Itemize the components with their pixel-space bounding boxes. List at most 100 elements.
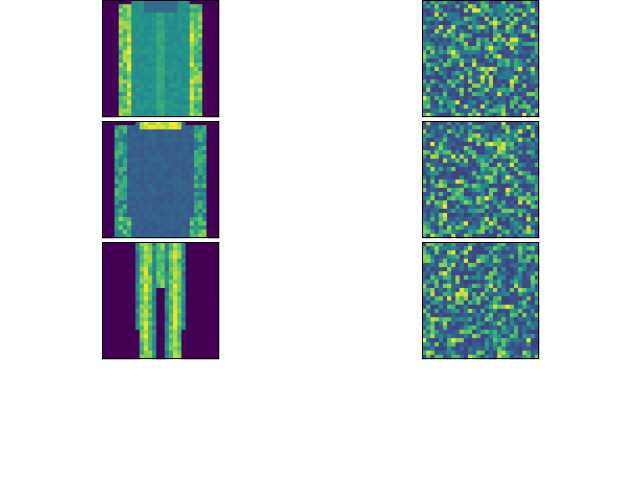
pixel (106, 137, 111, 143)
pixel (438, 217, 444, 222)
pixel (198, 342, 203, 347)
pixel (442, 175, 448, 180)
pixel (185, 171, 191, 176)
pixel (472, 33, 477, 38)
pixel (106, 329, 111, 335)
pixel (152, 158, 157, 164)
pixel (210, 187, 216, 193)
pixel (455, 158, 460, 164)
pixel (493, 350, 498, 356)
pixel (198, 166, 203, 172)
pixel (447, 12, 452, 18)
pixel (106, 254, 111, 260)
pixel (110, 329, 115, 335)
pixel (131, 100, 136, 105)
pixel (102, 242, 107, 247)
pixel (189, 125, 195, 130)
pixel (185, 104, 191, 109)
pixel (139, 338, 145, 343)
pixel (135, 75, 140, 80)
pixel (185, 16, 191, 22)
pixel (152, 196, 157, 201)
pixel (455, 229, 460, 235)
pixel (463, 100, 469, 105)
pixel (131, 125, 136, 130)
pixel (442, 133, 448, 139)
pixel (168, 12, 174, 18)
pixel (534, 300, 540, 305)
pixel (451, 279, 456, 285)
pixel (451, 192, 456, 197)
pixel (118, 129, 124, 134)
pixel (505, 133, 511, 139)
pixel (422, 208, 427, 214)
pixel (164, 20, 170, 26)
pixel (131, 104, 136, 109)
pixel (497, 304, 502, 310)
pixel (434, 104, 440, 109)
pixel (181, 204, 186, 210)
pixel (185, 66, 191, 72)
pixel (501, 41, 506, 47)
pixel (505, 329, 511, 335)
pixel (118, 83, 124, 89)
pixel (505, 271, 511, 276)
pixel (131, 275, 136, 280)
pixel (147, 166, 153, 172)
pixel (463, 233, 469, 239)
pixel (522, 162, 527, 168)
pixel (152, 317, 157, 322)
pixel (497, 217, 502, 222)
pixel (426, 45, 431, 51)
pixel (493, 45, 498, 51)
pixel (484, 300, 490, 305)
pixel (442, 212, 448, 218)
pixel (467, 333, 473, 339)
pixel (143, 192, 149, 197)
pixel (434, 287, 440, 293)
pixel (102, 141, 107, 147)
pixel (493, 104, 498, 109)
pixel (463, 204, 469, 210)
pixel (147, 141, 153, 147)
pixel (534, 283, 540, 289)
pixel (118, 41, 124, 47)
pixel (493, 313, 498, 318)
pixel (206, 162, 211, 168)
pixel (467, 141, 473, 147)
pixel (198, 250, 203, 255)
pixel (484, 175, 490, 180)
pixel (127, 350, 132, 356)
pixel (214, 283, 220, 289)
pixel (160, 154, 165, 159)
pixel (152, 325, 157, 331)
pixel (505, 346, 511, 351)
pixel (434, 133, 440, 139)
pixel (114, 66, 120, 72)
pixel (110, 242, 115, 247)
pixel (476, 108, 481, 114)
pixel (513, 4, 519, 9)
pixel (198, 104, 203, 109)
pixel (185, 342, 191, 347)
pixel (480, 208, 485, 214)
pixel (526, 321, 531, 326)
pixel (501, 200, 506, 205)
pixel (526, 25, 531, 30)
pixel (442, 45, 448, 51)
pixel (102, 267, 107, 272)
pixel (513, 62, 519, 68)
pixel (168, 275, 174, 280)
pixel (189, 12, 195, 18)
pixel (185, 192, 191, 197)
pixel (467, 196, 473, 201)
pixel (206, 308, 211, 314)
pixel (530, 196, 536, 201)
pixel (518, 325, 523, 331)
pixel (122, 229, 128, 235)
pixel (210, 304, 216, 310)
pixel (160, 350, 165, 356)
pixel (110, 54, 115, 59)
pixel (442, 0, 448, 5)
pixel (193, 166, 199, 172)
